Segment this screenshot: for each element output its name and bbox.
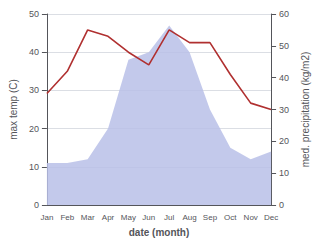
svg-text:20: 20	[29, 124, 39, 134]
svg-text:30: 30	[279, 105, 289, 115]
svg-text:Jun: Jun	[142, 213, 155, 222]
svg-text:May: May	[121, 213, 136, 222]
svg-text:10: 10	[29, 162, 39, 172]
svg-text:Apr: Apr	[102, 213, 115, 222]
svg-text:Dec: Dec	[264, 213, 278, 222]
svg-text:med. precipitation (kg/m2): med. precipitation (kg/m2)	[300, 52, 311, 168]
svg-text:Oct: Oct	[224, 213, 237, 222]
svg-text:Jul: Jul	[164, 213, 174, 222]
svg-text:Jan: Jan	[40, 213, 53, 222]
svg-text:40: 40	[29, 47, 39, 57]
svg-text:0: 0	[34, 200, 39, 210]
svg-text:30: 30	[29, 85, 39, 95]
svg-text:10: 10	[279, 168, 289, 178]
svg-text:50: 50	[29, 9, 39, 19]
svg-text:20: 20	[279, 136, 289, 146]
svg-text:Feb: Feb	[60, 213, 74, 222]
svg-text:40: 40	[279, 73, 289, 83]
svg-text:Nov: Nov	[244, 213, 258, 222]
svg-text:max temp (C): max temp (C)	[8, 79, 19, 140]
svg-text:50: 50	[279, 41, 289, 51]
svg-text:Aug: Aug	[182, 213, 196, 222]
svg-text:Mar: Mar	[81, 213, 95, 222]
svg-text:60: 60	[279, 9, 289, 19]
svg-text:Sep: Sep	[203, 213, 218, 222]
svg-text:0: 0	[279, 200, 284, 210]
svg-text:date (month): date (month)	[129, 227, 190, 238]
